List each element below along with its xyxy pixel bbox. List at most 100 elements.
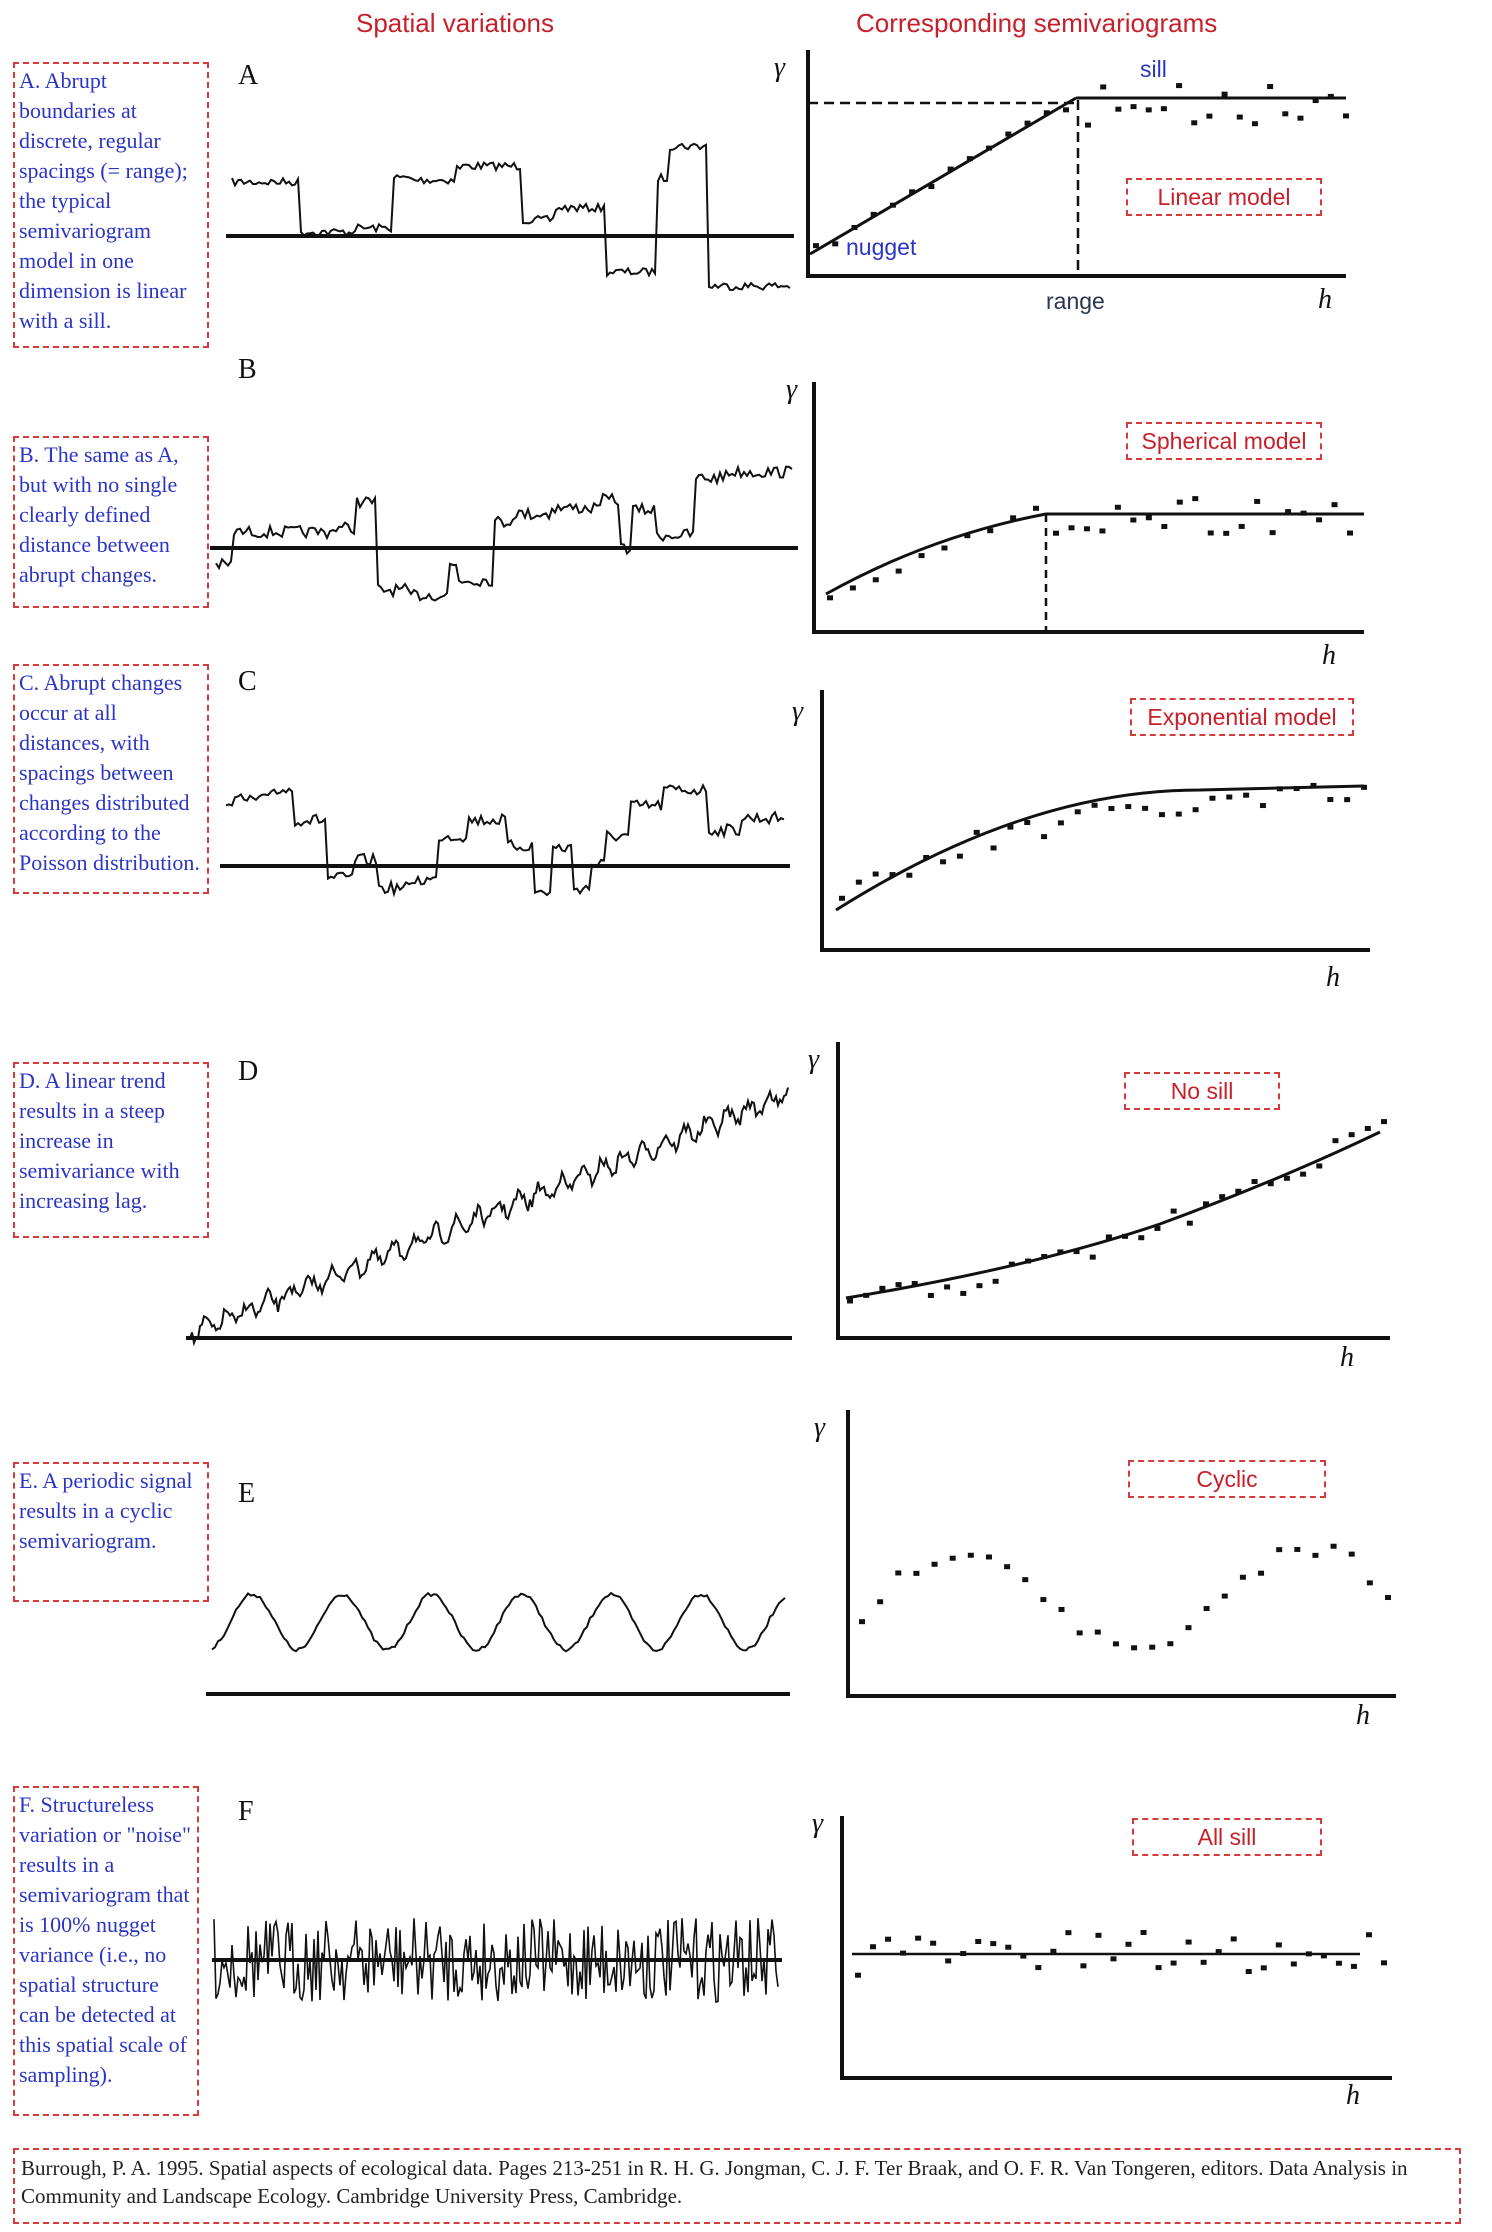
h-label-f: h [1346,2080,1360,2111]
vario-d-curve [845,1130,1381,1300]
vario-e-point-0 [859,1619,865,1625]
vario-d-point-4 [911,1280,918,1286]
trace-f-signal [213,1918,779,2004]
vario-a-point-7 [947,166,954,172]
vario-e-point-3 [913,1570,920,1576]
h-label-d: h [1340,1342,1354,1373]
vario-e-point-23 [1276,1547,1283,1553]
vario-c-point-27 [1293,786,1300,792]
vario-b-point-29 [1347,530,1353,536]
vario-a-point-24 [1236,114,1243,120]
vario-f-point-16 [1095,1932,1102,1938]
vario-a-point-21 [1191,120,1198,126]
vario-f-point-35 [1381,1960,1387,1966]
vario-c-point-6 [940,859,947,865]
vario-d-point-15 [1089,1254,1096,1260]
vario-e-point-4 [931,1561,938,1567]
panel-label-f: F [238,1796,254,1827]
vario-e-point-6 [967,1552,974,1558]
vario-d-point-0 [847,1298,853,1304]
vario-d-point-14 [1073,1249,1080,1255]
vario-f-point-8 [975,1939,982,1945]
vario-c-point-11 [1024,819,1031,825]
vario-d-point-27 [1283,1175,1290,1181]
vario-e-point-7 [985,1554,992,1560]
vario-c-point-29 [1327,797,1334,803]
vario-f-point-22 [1185,1939,1192,1945]
vario-c-point-19 [1158,812,1165,818]
vario-b-point-6 [964,533,971,539]
vario-c-point-13 [1057,820,1064,826]
vario-a-point-15 [1100,84,1107,90]
vario-f-point-19 [1140,1930,1147,1936]
range-label: range [1046,288,1105,314]
vario-f-point-10 [1005,1944,1012,1950]
vario-c-point-10 [1007,824,1014,830]
vario-a-point-5 [909,189,916,195]
vario-b-point-18 [1176,499,1183,505]
vario-b-point-19 [1192,496,1199,502]
vario-b-point-4 [918,553,925,559]
vario-c-point-21 [1192,807,1199,813]
description-d: D. A linear trend results in a steep inc… [13,1062,209,1238]
vario-c-point-16 [1108,806,1115,812]
vario-f-point-14 [1065,1930,1072,1936]
vario-b-point-22 [1238,523,1245,529]
vario-c-point-14 [1074,809,1081,815]
vario-c-point-28 [1310,782,1317,788]
vario-a-point-13 [1063,107,1069,113]
gamma-label-a: γ [774,52,786,83]
vario-f-point-7 [960,1951,967,1957]
vario-a-point-31 [1343,113,1349,119]
vario-a-point-9 [986,145,993,151]
vario-b-point-13 [1099,528,1106,534]
vario-f-point-33 [1350,1963,1357,1969]
vario-c-point-20 [1175,811,1182,817]
vario-e-point-18 [1185,1625,1192,1631]
panel-label-d: D [238,1056,259,1087]
gamma-label-d: γ [808,1044,820,1075]
vario-a-point-19 [1160,106,1167,112]
nugget-label: nugget [846,234,917,260]
vario-d-point-12 [1041,1253,1048,1259]
description-e: E. A periodic signal results in a cyclic… [13,1462,209,1602]
vario-d-point-2 [879,1285,886,1291]
vario-f-point-13 [1050,1948,1057,1954]
gamma-label-e: γ [814,1412,826,1443]
vario-a-point-27 [1282,111,1289,117]
h-label-e: h [1356,1700,1370,1731]
vario-f-point-5 [930,1940,937,1946]
vario-e-point-8 [1004,1564,1011,1570]
vario-f-point-21 [1170,1960,1177,1966]
vario-d-point-31 [1348,1132,1355,1138]
vario-c-point-23 [1226,794,1233,800]
vario-c-point-24 [1243,792,1250,798]
trace-b-signal [215,464,793,602]
vario-d-point-33 [1381,1119,1387,1125]
vario-c-point-5 [923,855,930,861]
vario-b-point-14 [1114,504,1121,510]
vario-e-point-17 [1167,1641,1174,1647]
vario-a-point-3 [870,211,877,217]
panel-label-e: E [238,1478,256,1509]
vario-e-point-12 [1076,1630,1083,1636]
model-box-spherical: Spherical model [1126,422,1322,460]
model-box-linear: Linear model [1126,178,1322,216]
vario-f-point-31 [1320,1953,1327,1959]
vario-e-point-20 [1221,1593,1228,1599]
vario-e-point-2 [895,1570,902,1576]
vario-e-point-15 [1131,1645,1138,1651]
description-c: C. Abrupt changes occur at all distances… [13,664,209,894]
vario-b-point-11 [1068,525,1075,531]
vario-d-point-3 [895,1282,902,1288]
vario-c-point-26 [1276,786,1283,792]
vario-a-point-18 [1145,107,1152,113]
vario-d-point-8 [976,1283,983,1289]
vario-a-point-1 [832,241,839,247]
vario-f-point-30 [1305,1951,1312,1957]
vario-b-point-8 [1010,515,1017,521]
vario-b-point-17 [1161,523,1168,529]
vario-d-point-13 [1057,1249,1064,1255]
vario-e-point-26 [1330,1543,1337,1549]
